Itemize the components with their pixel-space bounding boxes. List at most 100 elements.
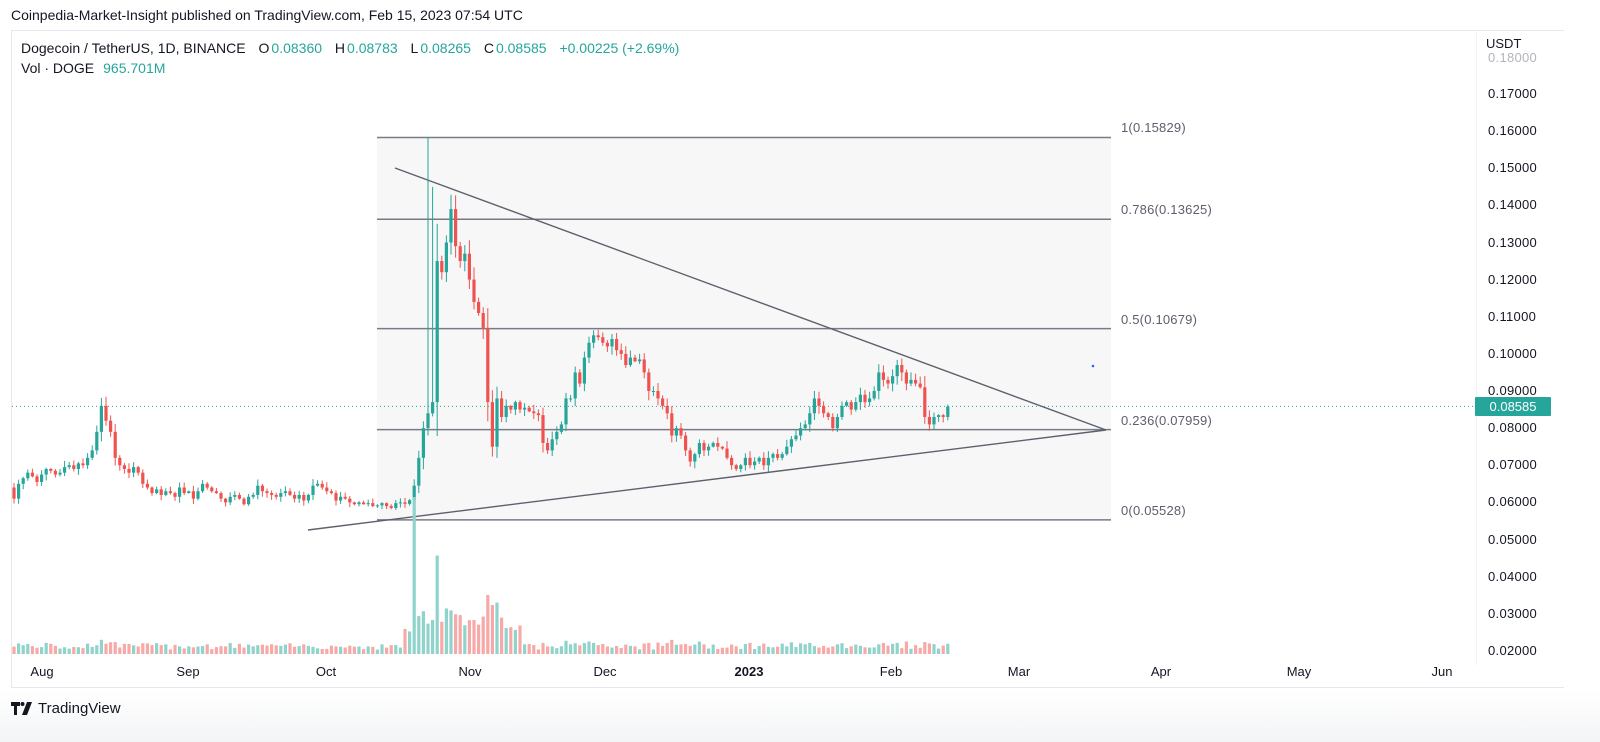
- candle-body[interactable]: [587, 342, 591, 358]
- candle-body[interactable]: [504, 405, 508, 417]
- candle-body[interactable]: [454, 209, 458, 247]
- price-scale[interactable]: [1476, 30, 1587, 665]
- candle-body[interactable]: [532, 411, 536, 414]
- tradingview-logo[interactable]: TradingView: [11, 700, 121, 717]
- candle-body[interactable]: [578, 372, 582, 384]
- candle-body[interactable]: [398, 502, 402, 504]
- candle-body[interactable]: [702, 442, 706, 451]
- candle-body[interactable]: [421, 428, 425, 458]
- candle-body[interactable]: [178, 487, 182, 497]
- descending-trendline[interactable]: [394, 167, 1107, 431]
- candle-body[interactable]: [118, 457, 122, 466]
- candle-body[interactable]: [771, 454, 775, 458]
- candle-body[interactable]: [481, 313, 485, 328]
- ascending-trendline[interactable]: [307, 429, 1107, 531]
- candle-body[interactable]: [477, 301, 481, 314]
- candle-body[interactable]: [592, 335, 596, 343]
- candle-body[interactable]: [845, 402, 849, 406]
- candle-body[interactable]: [311, 485, 315, 495]
- candle-body[interactable]: [486, 327, 490, 403]
- candle-body[interactable]: [923, 387, 927, 417]
- candle-body[interactable]: [109, 420, 113, 432]
- candle-body[interactable]: [159, 489, 163, 495]
- candle-body[interactable]: [316, 483, 320, 486]
- candle-body[interactable]: [619, 350, 623, 354]
- candle-body[interactable]: [53, 470, 57, 475]
- candle-body[interactable]: [776, 454, 780, 458]
- candle-body[interactable]: [95, 431, 99, 451]
- candle-body[interactable]: [288, 491, 292, 495]
- candle-body[interactable]: [739, 465, 743, 469]
- candle-body[interactable]: [697, 442, 701, 455]
- candle-body[interactable]: [808, 413, 812, 425]
- candle-body[interactable]: [559, 424, 563, 432]
- candle-body[interactable]: [638, 359, 642, 362]
- candle-body[interactable]: [145, 483, 149, 488]
- candle-body[interactable]: [260, 485, 264, 492]
- candle-body[interactable]: [937, 415, 941, 417]
- candle-body[interactable]: [946, 406, 950, 417]
- candle-body[interactable]: [375, 505, 379, 507]
- candle-body[interactable]: [914, 379, 918, 384]
- candle-body[interactable]: [35, 476, 39, 482]
- candle-body[interactable]: [780, 454, 784, 458]
- candle-body[interactable]: [688, 450, 692, 462]
- candle-body[interactable]: [40, 474, 44, 482]
- candle-body[interactable]: [909, 379, 913, 384]
- candle-body[interactable]: [601, 337, 605, 343]
- candle-body[interactable]: [610, 339, 614, 347]
- candle-body[interactable]: [656, 391, 660, 399]
- candle-body[interactable]: [904, 372, 908, 384]
- candle-body[interactable]: [766, 457, 770, 466]
- candle-body[interactable]: [265, 491, 269, 494]
- candle-body[interactable]: [463, 253, 467, 262]
- candle-body[interactable]: [881, 372, 885, 380]
- candle-body[interactable]: [513, 402, 517, 410]
- candle-body[interactable]: [127, 468, 131, 473]
- candle-body[interactable]: [26, 472, 30, 479]
- candle-body[interactable]: [403, 502, 407, 504]
- candle-body[interactable]: [868, 398, 872, 403]
- candle-body[interactable]: [605, 342, 609, 347]
- candle-body[interactable]: [725, 448, 729, 458]
- candle-body[interactable]: [58, 472, 62, 475]
- candle-body[interactable]: [67, 465, 71, 468]
- candle-body[interactable]: [385, 503, 389, 507]
- candle-body[interactable]: [743, 457, 747, 466]
- candle-body[interactable]: [490, 402, 494, 447]
- candle-body[interactable]: [730, 457, 734, 466]
- candle-body[interactable]: [224, 498, 228, 503]
- candle-body[interactable]: [173, 493, 177, 497]
- candle-body[interactable]: [472, 279, 476, 302]
- candle-body[interactable]: [237, 494, 241, 499]
- candle-body[interactable]: [86, 457, 90, 466]
- candle-body[interactable]: [849, 402, 853, 410]
- candle-body[interactable]: [785, 446, 789, 455]
- candle-body[interactable]: [679, 428, 683, 436]
- candle-body[interactable]: [582, 357, 586, 384]
- candle-body[interactable]: [840, 405, 844, 417]
- candle-body[interactable]: [877, 372, 881, 391]
- candle-body[interactable]: [762, 457, 766, 466]
- candle-body[interactable]: [789, 439, 793, 447]
- candle-body[interactable]: [670, 413, 674, 436]
- candle-body[interactable]: [596, 335, 600, 338]
- candle-body[interactable]: [444, 242, 448, 273]
- candle-body[interactable]: [569, 398, 573, 400]
- candle-body[interactable]: [113, 431, 117, 458]
- candle-body[interactable]: [858, 394, 862, 403]
- candle-body[interactable]: [228, 496, 232, 503]
- candle-body[interactable]: [357, 502, 361, 505]
- candle-body[interactable]: [711, 442, 715, 447]
- candle-body[interactable]: [891, 376, 895, 384]
- candle-body[interactable]: [546, 442, 550, 451]
- candle-body[interactable]: [449, 209, 453, 243]
- candle-body[interactable]: [440, 261, 444, 273]
- candle-body[interactable]: [17, 483, 21, 499]
- candle-body[interactable]: [628, 357, 632, 366]
- candle-body[interactable]: [500, 398, 504, 417]
- candle-body[interactable]: [233, 494, 237, 497]
- candle-body[interactable]: [716, 442, 720, 447]
- candle-body[interactable]: [329, 491, 333, 494]
